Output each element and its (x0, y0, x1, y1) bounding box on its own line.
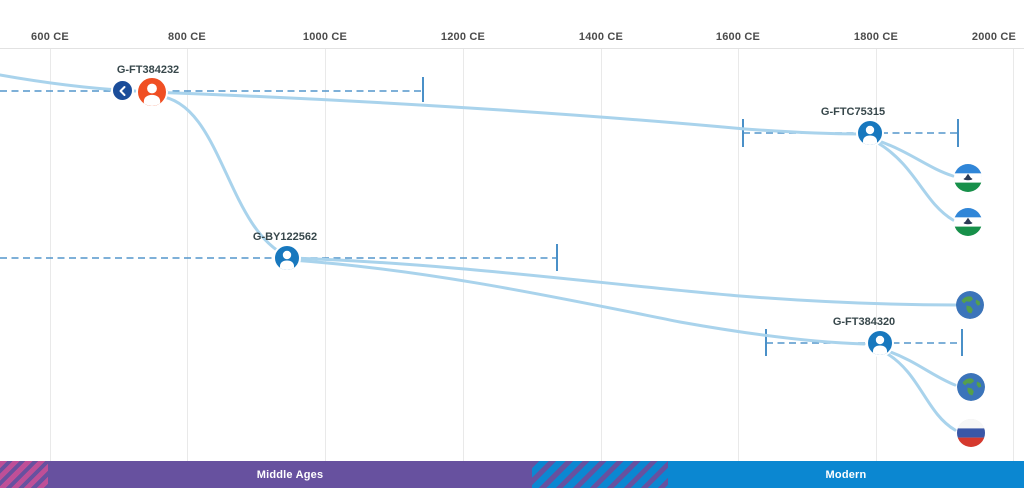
chevron-left-icon (119, 85, 125, 96)
era-prior-transition-hatch (0, 461, 48, 488)
node-label-G-BY122562[interactable]: G-BY122562 (252, 231, 318, 243)
leaf-flag-lesotho-icon[interactable] (954, 208, 982, 236)
node-avatar-G-FTC75315[interactable] (856, 119, 884, 147)
collapse-branch-button[interactable] (111, 79, 134, 102)
node-label-G-FT384232[interactable]: G-FT384232 (116, 64, 180, 76)
node-avatar-G-FT384320[interactable] (866, 329, 894, 357)
leaf-flag-lesotho-icon[interactable] (954, 164, 982, 192)
axis-tick-1000ce: 1000 CE (302, 31, 348, 43)
person-icon (280, 250, 294, 270)
node-avatar-G-BY122562[interactable] (273, 244, 301, 272)
leaf-globe-icon[interactable] (956, 291, 984, 319)
era-timeline-bar: Middle Ages Modern (0, 461, 1024, 488)
axis-tick-1600ce: 1600 CE (715, 31, 761, 43)
node-label-G-FTC75315[interactable]: G-FTC75315 (820, 106, 886, 118)
leaf-flag-russia-icon[interactable] (957, 419, 985, 447)
person-icon (143, 83, 161, 106)
era-label-middle-ages: Middle Ages (256, 468, 324, 481)
era-middle-to-modern-hatch (532, 461, 668, 488)
node-avatar-G-FT384232[interactable] (136, 76, 168, 108)
axis-tick-1200ce: 1200 CE (440, 31, 486, 43)
person-icon (863, 125, 877, 145)
axis-tick-600ce: 600 CE (31, 31, 69, 43)
axis-tick-1400ce: 1400 CE (578, 31, 624, 43)
leaf-globe-icon[interactable] (957, 373, 985, 401)
era-middle-ages-segment (48, 461, 532, 488)
axis-tick-1800ce: 1800 CE (853, 31, 899, 43)
axis-tick-800ce: 800 CE (168, 31, 206, 43)
axis-tick-2000ce: 2000 CE (971, 31, 1017, 43)
era-modern-segment (668, 461, 1024, 488)
person-icon (873, 335, 887, 355)
era-label-modern: Modern (825, 468, 867, 481)
node-label-G-FT384320[interactable]: G-FT384320 (832, 316, 896, 328)
